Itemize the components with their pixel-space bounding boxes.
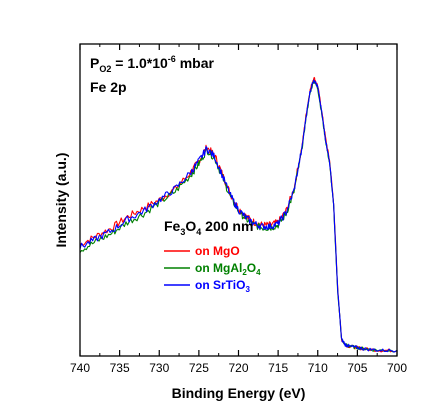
annotation-sample: Fe3O4 200 nm xyxy=(164,218,253,237)
annotation-pressure: PO2 = 1.0*10-6 mbar xyxy=(90,54,214,74)
annotations: PO2 = 1.0*10-6 mbar Fe 2p Fe3O4 200 nm xyxy=(90,54,253,237)
legend-label-0: on MgO xyxy=(195,244,240,258)
x-tick-label: 700 xyxy=(387,361,407,375)
x-axis-title: Binding Energy (eV) xyxy=(172,385,306,401)
legend-label-2: on SrTiO3 xyxy=(195,278,250,294)
x-tick-label: 730 xyxy=(149,361,169,375)
x-tick-label: 725 xyxy=(189,361,209,375)
x-tick-label: 705 xyxy=(347,361,367,375)
x-tick-label: 720 xyxy=(228,361,248,375)
annotation-fe2p: Fe 2p xyxy=(90,79,127,95)
series-line-0 xyxy=(79,76,398,353)
x-tick-label: 715 xyxy=(268,361,288,375)
series-line-2 xyxy=(79,79,398,353)
plot-frame xyxy=(79,43,398,357)
x-axis-ticks: 740 735 730 725 720 715 710 705 700 xyxy=(70,44,407,375)
legend-label-1: on MgAl2O4 xyxy=(195,261,261,277)
x-tick-label: 740 xyxy=(70,361,90,375)
x-tick-label: 710 xyxy=(308,361,328,375)
y-axis-title: Intensity (a.u.) xyxy=(53,153,69,248)
series-layer xyxy=(79,76,398,353)
x-tick-label: 735 xyxy=(110,361,130,375)
